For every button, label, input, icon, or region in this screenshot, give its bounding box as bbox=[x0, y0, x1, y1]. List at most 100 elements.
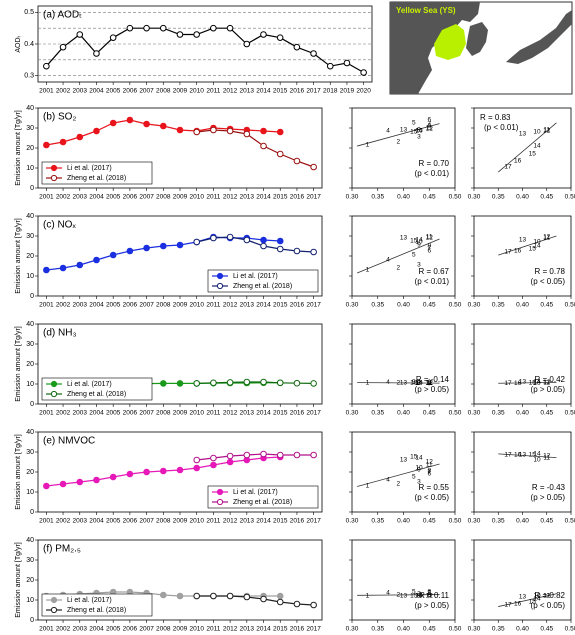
x-tick-label: 2008 bbox=[156, 626, 171, 633]
data-point bbox=[193, 31, 200, 38]
scatter-point: 2 bbox=[397, 265, 401, 272]
y-tick-label: 0 bbox=[30, 293, 34, 300]
panel-title: (e) NMVOC bbox=[43, 436, 95, 447]
y-axis-label: Emission amount [Tg/yr] bbox=[15, 326, 22, 402]
x-tick-label: 0.40 bbox=[397, 410, 410, 417]
data-point bbox=[59, 138, 67, 146]
scatter-point: 6 bbox=[427, 471, 431, 478]
y-tick-label: 20 bbox=[26, 361, 34, 368]
data-point bbox=[176, 126, 184, 134]
legend-label: Li et al. (2017) bbox=[233, 489, 278, 496]
p-value: (p < 0.01) bbox=[484, 123, 519, 132]
data-point bbox=[310, 163, 317, 171]
scatter-point: 12 bbox=[426, 459, 434, 466]
scatter-point: 14 bbox=[533, 379, 541, 386]
data-point bbox=[159, 380, 167, 387]
data-point bbox=[276, 150, 284, 158]
x-tick-label: 0.50 bbox=[449, 518, 462, 525]
scatter-point: 13 bbox=[519, 452, 527, 459]
panel-title: (c) NOₓ bbox=[43, 220, 76, 231]
data-point bbox=[59, 480, 67, 488]
data-point bbox=[143, 24, 150, 32]
x-tick-label: 2015 bbox=[273, 410, 288, 417]
x-tick-label: 0.35 bbox=[371, 302, 384, 309]
x-tick-label: 0.50 bbox=[565, 302, 575, 309]
scatter-point: 14 bbox=[415, 237, 423, 244]
data-point bbox=[210, 126, 217, 134]
x-tick-label: 2002 bbox=[56, 302, 71, 309]
x-tick-label: 2010 bbox=[189, 626, 204, 633]
scatter-point: 11 bbox=[426, 462, 433, 469]
scatter-point: 7 bbox=[427, 380, 431, 387]
legend-box bbox=[41, 161, 153, 185]
scatter-point: 14 bbox=[533, 596, 541, 603]
x-tick-label: 2005 bbox=[106, 626, 121, 633]
x-tick-label: 2003 bbox=[73, 626, 88, 633]
r-value: R = 0.11 bbox=[419, 591, 449, 600]
scatter-point: 13 bbox=[400, 457, 408, 464]
data-point bbox=[210, 461, 217, 469]
x-tick-label: 0.50 bbox=[565, 194, 575, 201]
scatter-point: 13 bbox=[400, 235, 408, 242]
x-tick-label: 2014 bbox=[256, 626, 271, 633]
x-tick-label: 0.35 bbox=[492, 518, 505, 525]
scatter-point: 4 bbox=[386, 257, 390, 264]
x-tick-label: 0.30 bbox=[468, 194, 481, 201]
x-tick-label: 2005 bbox=[106, 88, 121, 95]
x-tick-label: 2003 bbox=[73, 302, 88, 309]
legend-label: Zheng et al. (2018) bbox=[233, 283, 292, 290]
scatter-point: 8 bbox=[427, 123, 431, 130]
data-point bbox=[109, 34, 117, 41]
x-tick-label: 2012 bbox=[223, 194, 238, 201]
y-tick-label: 40 bbox=[26, 537, 34, 544]
scatter-point: 1 bbox=[366, 142, 370, 149]
r-value: R = 0.67 bbox=[419, 267, 450, 276]
scatter-point: 16 bbox=[514, 248, 522, 255]
scatter-point: 4 bbox=[386, 128, 390, 135]
x-tick-label: 2010 bbox=[189, 518, 204, 525]
x-tick-label: 0.50 bbox=[449, 410, 462, 417]
r-value: R = 0.78 bbox=[535, 267, 566, 276]
x-tick-label: 2006 bbox=[123, 410, 138, 417]
scatter-point: 13 bbox=[519, 237, 527, 244]
scatter-point: 12 bbox=[543, 593, 551, 600]
scatter-point: 8 bbox=[427, 468, 431, 475]
x-tick-label: 2010 bbox=[189, 410, 204, 417]
scatter-point: 8 bbox=[427, 380, 431, 387]
data-point bbox=[59, 43, 67, 51]
regression-line bbox=[498, 235, 557, 256]
x-tick-label: 0.45 bbox=[540, 302, 553, 309]
y-tick-label: 40 bbox=[26, 213, 34, 220]
y-tick-label: 20 bbox=[26, 253, 34, 260]
data-point bbox=[260, 595, 267, 603]
x-tick-label: 2015 bbox=[273, 518, 288, 525]
x-tick-label: 2001 bbox=[39, 410, 54, 417]
y-tick-label: 10 bbox=[26, 165, 34, 172]
scatter-point: 11 bbox=[543, 380, 550, 387]
legend-marker bbox=[216, 498, 224, 506]
data-point bbox=[243, 40, 251, 48]
data-point bbox=[276, 451, 284, 459]
data-point bbox=[226, 127, 234, 135]
scatter-point: 15 bbox=[529, 452, 537, 459]
scatter-point: 15 bbox=[529, 380, 537, 387]
scatter-point: 11 bbox=[543, 455, 550, 462]
scatter-point: 13 bbox=[400, 127, 408, 134]
x-tick-label: 2016 bbox=[290, 410, 305, 417]
scatter-point: 17 bbox=[504, 164, 512, 171]
x-tick-label: 2007 bbox=[139, 88, 154, 95]
data-point bbox=[243, 451, 251, 459]
y-tick-label: 20 bbox=[26, 577, 34, 584]
scatter-point: 14 bbox=[415, 593, 423, 600]
scatter-point: 11 bbox=[426, 234, 433, 241]
x-tick-label: 2005 bbox=[106, 410, 121, 417]
data-point bbox=[176, 241, 184, 249]
x-tick-label: 2012 bbox=[223, 410, 238, 417]
x-tick-label: 2020 bbox=[356, 88, 371, 95]
x-tick-label: 2015 bbox=[273, 194, 288, 201]
regression-line bbox=[498, 381, 557, 384]
legend-marker bbox=[216, 282, 224, 290]
scatter-point: 14 bbox=[533, 243, 541, 250]
r-value: R = 0.70 bbox=[419, 159, 450, 168]
x-tick-label: 0.35 bbox=[492, 626, 505, 633]
